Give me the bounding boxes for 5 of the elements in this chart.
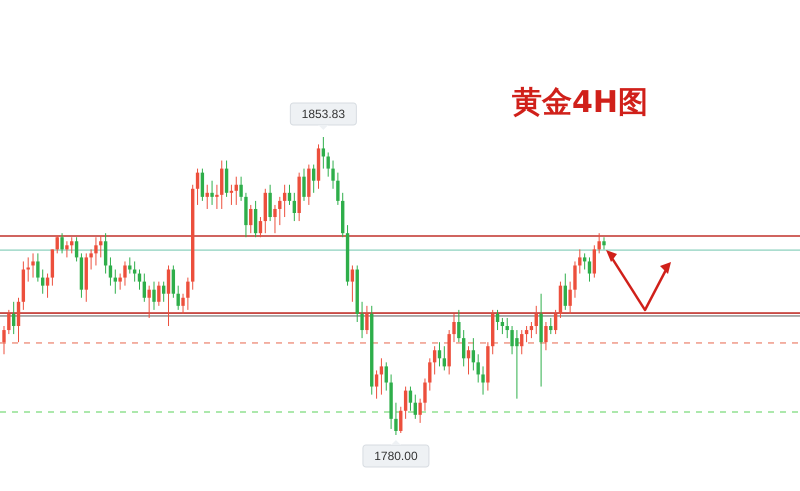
annotation: 1853.83	[290, 102, 357, 130]
annotation: 1853.83	[302, 107, 346, 121]
annotation: 1780.00	[374, 449, 418, 463]
annotation: 1780.00	[362, 440, 430, 468]
chart-title: 黄金4H图	[512, 85, 648, 120]
